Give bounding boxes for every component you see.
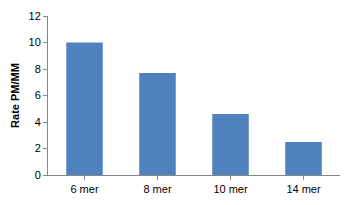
svg-text:12: 12: [29, 10, 41, 22]
svg-text:4: 4: [35, 116, 41, 128]
svg-text:Rate PM/MM: Rate PM/MM: [9, 63, 21, 128]
svg-text:10 mer: 10 mer: [213, 183, 248, 195]
svg-text:14 mer: 14 mer: [286, 183, 321, 195]
svg-text:0: 0: [35, 169, 41, 181]
svg-text:8 mer: 8 mer: [143, 183, 171, 195]
svg-text:6 mer: 6 mer: [70, 183, 98, 195]
svg-text:2: 2: [35, 142, 41, 154]
svg-text:6: 6: [35, 89, 41, 101]
svg-text:10: 10: [29, 36, 41, 48]
svg-text:8: 8: [35, 63, 41, 75]
